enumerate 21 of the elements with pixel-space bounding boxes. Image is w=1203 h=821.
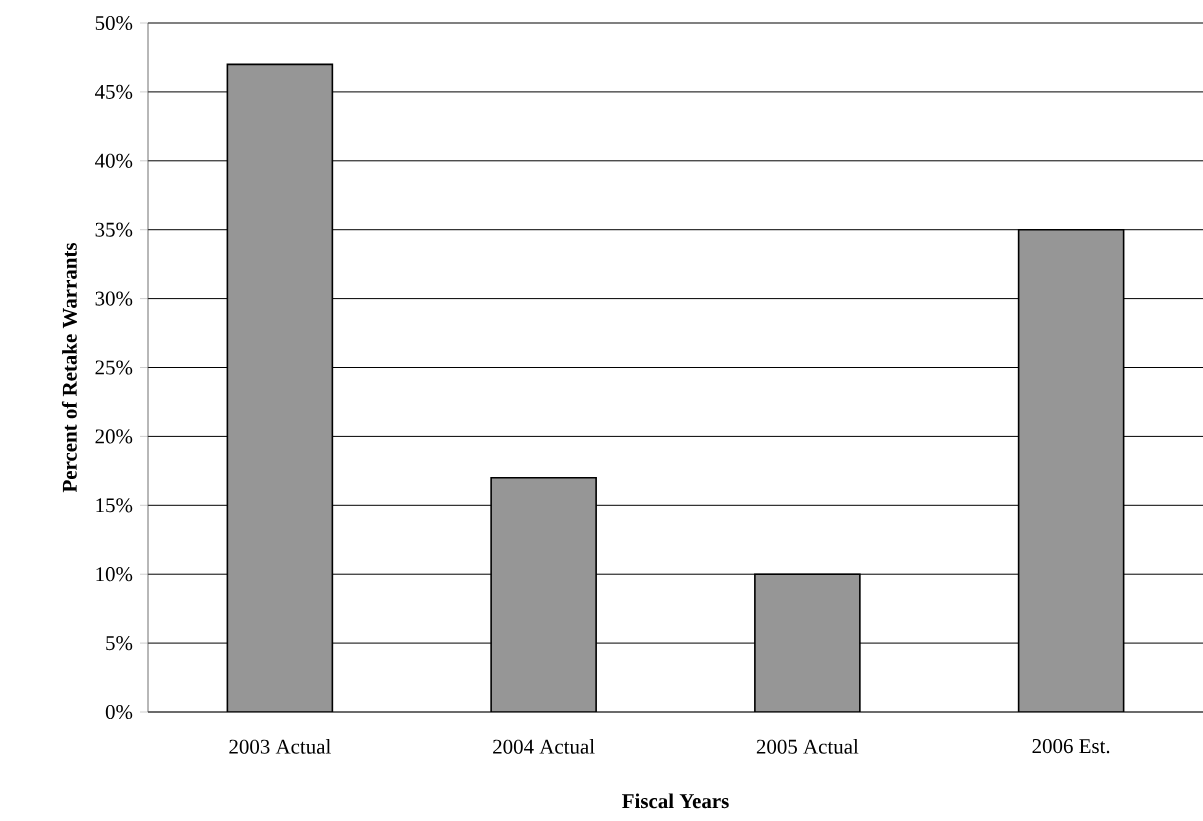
x-axis-title: Fiscal Years [622, 793, 729, 809]
y-tick-label: 35% [95, 222, 133, 237]
y-tick-label: 0% [105, 704, 133, 720]
y-tick-label: 20% [95, 429, 133, 444]
bar [226, 63, 334, 712]
y-tick-label: 50% [95, 15, 133, 31]
x-tick-label: 2004 Actual [493, 739, 595, 754]
bar [1017, 228, 1125, 712]
bar [754, 573, 861, 712]
x-tick-label: 2006 Est. [1032, 739, 1110, 754]
y-tick-label: 10% [96, 567, 133, 582]
y-tick-label: 45% [95, 84, 133, 99]
y-tick-label: 5% [106, 636, 133, 651]
bar [490, 476, 597, 712]
y-tick-label: 25% [95, 360, 133, 375]
x-tick-label: 2005 Actual [756, 739, 859, 754]
y-tick-label: 15% [96, 498, 133, 513]
y-tick-label: 30% [95, 291, 133, 306]
y-axis-title: Percent of Retake Warrants [61, 242, 77, 493]
y-tick-label: 40% [95, 153, 133, 168]
x-tick-label: 2003 Actual [229, 739, 331, 754]
